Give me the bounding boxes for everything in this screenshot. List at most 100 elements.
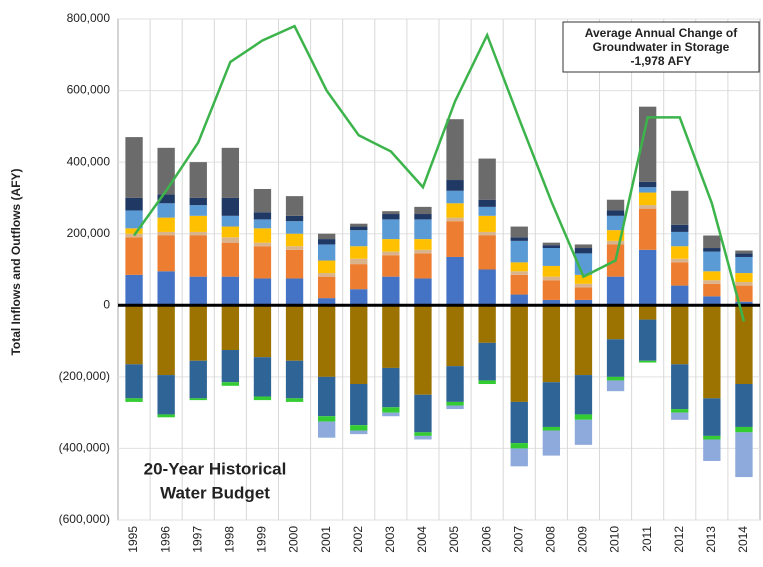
bar-segment	[414, 219, 432, 240]
bar-segment	[510, 448, 528, 467]
bar-segment	[574, 305, 593, 376]
bar-segment	[542, 299, 561, 306]
bar-segment	[189, 276, 207, 306]
bar-segment	[157, 203, 175, 218]
bar-segment	[221, 350, 240, 383]
bar-segment	[285, 278, 304, 306]
bar-segment	[703, 305, 721, 399]
bar-segment	[446, 180, 464, 191]
bar-segment	[350, 258, 368, 265]
bar-segment	[382, 251, 400, 256]
bar-segment	[542, 276, 561, 281]
bar-segment	[382, 367, 400, 408]
bar-segment	[317, 260, 336, 274]
bar-segment	[285, 196, 304, 216]
bar-segment	[414, 239, 432, 250]
bar-segment	[317, 376, 336, 417]
bar-segment	[414, 214, 432, 220]
bar-segment	[510, 262, 528, 272]
annotation-box	[562, 21, 760, 73]
bar-segment	[446, 119, 464, 181]
bar-segment	[350, 305, 368, 385]
bar-segment	[125, 364, 143, 399]
bar-segment	[735, 301, 753, 306]
bar-segment	[125, 228, 143, 234]
bar-segment	[703, 271, 721, 281]
bar-segment	[638, 319, 657, 361]
bar-segment	[542, 382, 561, 427]
bar-segment	[574, 248, 593, 254]
bar-segment	[285, 215, 304, 222]
annotation: Groundwater in Storage	[593, 40, 730, 54]
bar-segment	[350, 230, 368, 247]
bar-segment	[189, 205, 207, 216]
bar-segment	[382, 255, 400, 277]
bar-segment	[703, 439, 721, 461]
bar-segment	[735, 253, 753, 257]
bar-segment	[414, 249, 432, 254]
bar-segment	[382, 211, 400, 215]
bar-segment	[671, 231, 689, 247]
bar-segment	[189, 197, 207, 206]
y-tick-label: 800,000	[67, 11, 111, 25]
x-tick-label: 2014	[736, 526, 750, 553]
bar-segment	[221, 226, 240, 238]
bar-segment	[638, 360, 657, 363]
bar-segment	[382, 239, 400, 252]
bar-segment	[285, 305, 304, 361]
bar-segment	[638, 181, 657, 188]
bar-segment	[542, 305, 561, 383]
bar-segment	[478, 235, 496, 270]
x-tick-label: 2011	[640, 526, 654, 552]
x-tick-label: 1999	[255, 526, 269, 553]
x-tick-label: 2008	[544, 526, 558, 553]
bar-segment	[671, 190, 689, 225]
bar-segment	[125, 274, 143, 306]
bar-segment	[510, 226, 528, 238]
bar-segment	[542, 242, 561, 246]
x-tick-label: 1997	[190, 526, 204, 553]
bar-segment	[510, 401, 528, 444]
bar-segment	[638, 187, 657, 193]
bar-segment	[638, 305, 657, 320]
bar-segment	[574, 375, 593, 415]
bar-segment	[317, 305, 336, 377]
x-tick-label: 1996	[158, 526, 172, 553]
bar-segment	[414, 432, 432, 436]
bar-segment	[414, 278, 432, 306]
bar-segment	[735, 432, 753, 478]
bar-segment	[478, 215, 496, 232]
bar-segment	[253, 228, 272, 243]
bar-segment	[446, 401, 464, 406]
y-tick-label: (400,000)	[59, 441, 110, 455]
bar-segment	[703, 296, 721, 306]
bar-segment	[574, 414, 593, 420]
bar-segment	[671, 364, 689, 410]
bar-segment	[221, 382, 240, 386]
bar-segment	[735, 384, 753, 427]
bar-segment	[221, 215, 240, 227]
x-tick-label: 2000	[287, 526, 301, 553]
bar-segment	[510, 443, 528, 449]
bar-segment	[638, 249, 657, 306]
bar-segment	[574, 274, 593, 284]
bar-segment	[606, 380, 625, 392]
y-tick-label: (200,000)	[59, 369, 110, 383]
bar-segment	[671, 305, 689, 365]
bar-segment	[542, 426, 561, 431]
y-tick-label: 600,000	[67, 83, 111, 97]
bar-segment	[542, 248, 561, 266]
bar-segment	[253, 357, 272, 397]
bar-segment	[606, 215, 625, 231]
bar-segment	[510, 274, 528, 295]
bar-segment	[478, 305, 496, 343]
bar-segment	[285, 398, 304, 402]
bar-segment	[157, 147, 175, 195]
bar-segment	[350, 430, 368, 435]
bar-segment	[189, 235, 207, 277]
bar-segment	[703, 248, 721, 252]
bar-segment	[510, 305, 528, 402]
bar-segment	[253, 219, 272, 229]
bar-segment	[574, 283, 593, 288]
